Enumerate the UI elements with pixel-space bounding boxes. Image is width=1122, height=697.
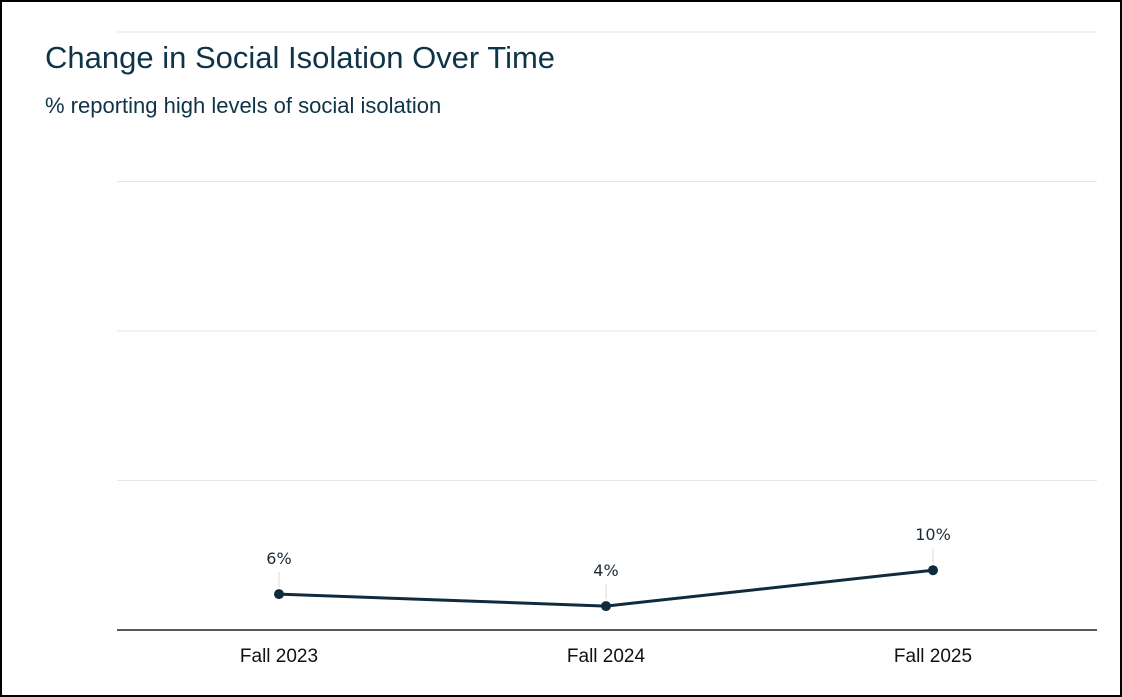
label-connectors (278, 548, 934, 600)
data-label: 4% (593, 561, 618, 580)
data-point (274, 589, 284, 600)
data-points (274, 565, 938, 612)
x-tick-labels: Fall 2023 Fall 2024 Fall 2025 (240, 646, 972, 667)
chart-title: Change in Social Isolation Over Time (45, 40, 556, 75)
data-labels: 6% 4% 10% (266, 525, 950, 580)
x-tick-label: Fall 2023 (240, 646, 318, 667)
gridlines (117, 31, 1097, 481)
data-point (928, 565, 938, 576)
data-label: 10% (915, 525, 951, 544)
x-tick-label: Fall 2025 (894, 646, 972, 667)
x-tick-label: Fall 2024 (567, 646, 646, 667)
chart-subtitle: % reporting high levels of social isolat… (45, 93, 442, 118)
data-label: 6% (266, 549, 291, 568)
data-point (601, 601, 611, 612)
